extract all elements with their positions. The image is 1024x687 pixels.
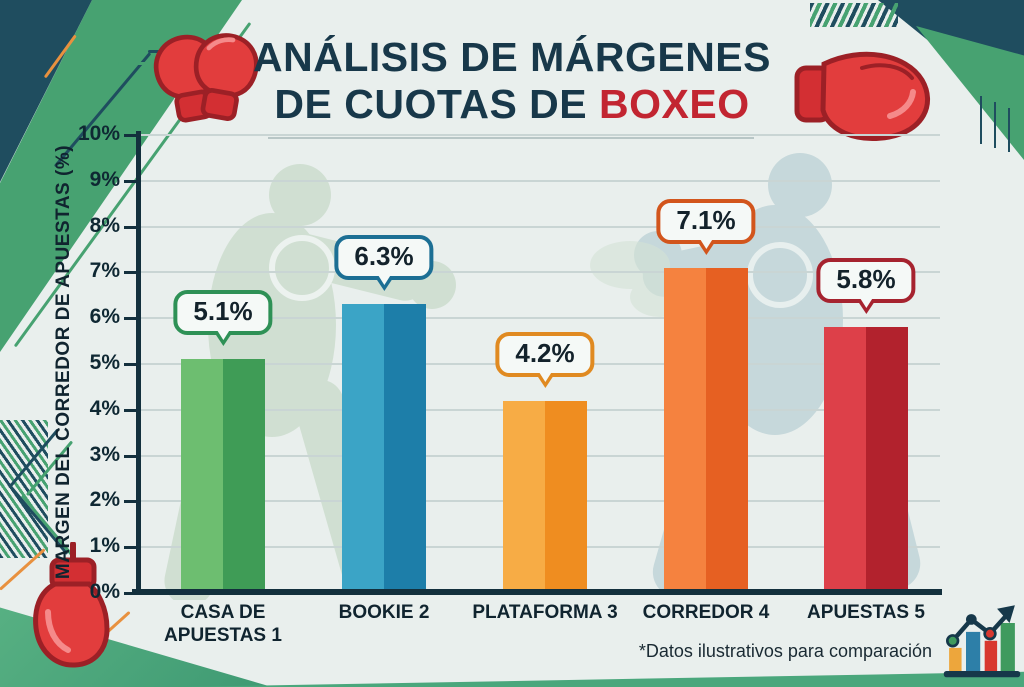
y-axis-line bbox=[136, 131, 141, 594]
hatch-stripes-bottom-left bbox=[0, 420, 48, 558]
y-tick-mark bbox=[124, 134, 138, 137]
hanging-boxing-glove-icon bbox=[33, 542, 110, 668]
y-tick-mark bbox=[124, 317, 138, 321]
grid-line bbox=[140, 271, 940, 274]
hatch-stripes-top-right bbox=[810, 3, 898, 27]
y-tick-label: 10% bbox=[77, 122, 120, 145]
vertical-line-1 bbox=[980, 96, 982, 144]
bar-callout: 7.1% bbox=[656, 198, 756, 255]
y-tick-label: 2% bbox=[89, 488, 120, 512]
y-tick-mark bbox=[124, 363, 138, 366]
grid-line bbox=[140, 225, 940, 228]
y-tick-label: 7% bbox=[89, 259, 120, 283]
y-tick-label: 9% bbox=[89, 167, 120, 191]
y-tick-mark bbox=[124, 592, 138, 595]
bar-callout: 6.3% bbox=[334, 235, 434, 292]
bar bbox=[664, 267, 748, 593]
footnote: *Datos ilustrativos para comparación bbox=[638, 641, 932, 661]
x-axis-label: PLATAFORMA 3 bbox=[472, 602, 618, 623]
y-tick-label: 6% bbox=[89, 305, 120, 329]
bar bbox=[503, 400, 587, 593]
y-tick-mark bbox=[124, 225, 138, 229]
y-tick-mark bbox=[124, 408, 138, 412]
x-axis-label: APUESTAS 5 bbox=[807, 602, 925, 623]
x-axis-label: CORREDOR 4 bbox=[642, 602, 770, 623]
x-axis-baseline bbox=[132, 589, 942, 595]
vertical-line-3 bbox=[1008, 108, 1010, 152]
y-tick-label: 4% bbox=[89, 396, 120, 420]
y-tick-label: 5% bbox=[89, 351, 120, 374]
page-title: ANÁLISIS DE MÁRGENES DE CUOTAS DE BOXEO bbox=[232, 34, 792, 128]
y-tick-mark bbox=[124, 546, 138, 550]
y-tick-label: 1% bbox=[89, 534, 120, 558]
growth-chart-icon bbox=[943, 605, 1021, 678]
horizontal-line-green bbox=[118, 62, 188, 65]
bar-callout: 4.2% bbox=[495, 331, 595, 388]
x-axis-label: CASA DE APUESTAS 1 bbox=[164, 602, 282, 646]
bar bbox=[824, 327, 908, 593]
bar-callout: 5.1% bbox=[173, 290, 273, 347]
vertical-line-2 bbox=[994, 102, 996, 148]
title-line-2: DE CUOTAS DE BOXEO bbox=[274, 81, 750, 127]
y-tick-label: 3% bbox=[89, 442, 120, 466]
bar-callout: 5.8% bbox=[816, 258, 916, 315]
grid-line bbox=[140, 317, 940, 320]
boxing-glove-icon bbox=[794, 51, 930, 141]
y-tick-label: 8% bbox=[89, 213, 120, 237]
y-tick-label: 0% bbox=[89, 580, 120, 603]
y-tick-mark bbox=[124, 500, 138, 504]
title-highlight: BOXEO bbox=[599, 81, 750, 127]
title-underline bbox=[268, 137, 754, 139]
y-tick-mark bbox=[124, 454, 138, 458]
grid-line bbox=[140, 179, 940, 182]
title-line-1: ANÁLISIS DE MÁRGENES bbox=[253, 34, 771, 80]
y-tick-mark bbox=[124, 179, 138, 183]
y-tick-mark bbox=[124, 271, 138, 275]
bar bbox=[181, 359, 265, 593]
grid-line bbox=[140, 134, 940, 136]
boxing-gloves-pair-icon bbox=[153, 33, 258, 123]
bar bbox=[342, 304, 426, 593]
x-axis-label: BOOKIE 2 bbox=[338, 602, 430, 623]
